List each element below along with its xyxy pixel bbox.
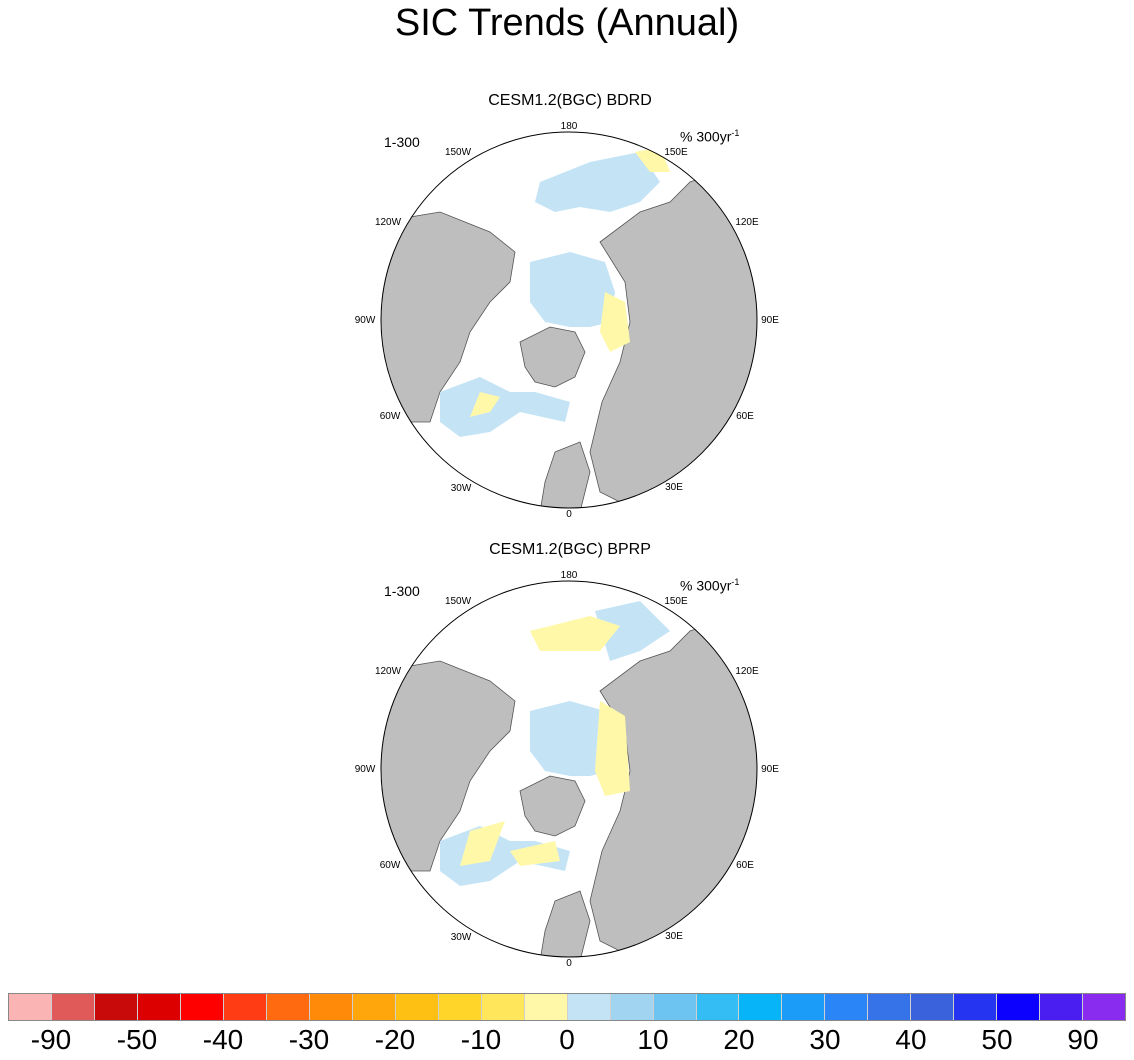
colorbar-label: 0 (559, 1024, 575, 1055)
colorbar-box (524, 994, 568, 1020)
colorbar (8, 993, 1126, 1021)
land-america (381, 211, 516, 423)
panel-range: 1-300 (384, 134, 420, 150)
polar-map: 180 150E 120E 90E 60E 30E 0 30W 60W 90W … (355, 121, 780, 520)
panel-units: % 300yr-1 (680, 128, 740, 145)
colorbar-box (266, 994, 310, 1020)
lon-label: 150E (664, 596, 688, 607)
lon-label: 90W (355, 315, 376, 326)
colorbar-box (1040, 994, 1084, 1020)
ice-decrease-area (460, 821, 505, 866)
ice-decrease-area (530, 616, 620, 651)
lon-label: 120W (375, 217, 402, 228)
ice-increase-area (595, 601, 670, 661)
colorbar-label: 10 (637, 1024, 669, 1055)
lon-label: 60E (736, 411, 754, 422)
map-panel-bdrd: CESM1.2(BGC) BDRD 1-300 % 300yr-1 180 15… (340, 92, 800, 532)
land-america (381, 660, 516, 872)
lon-label: 120E (735, 217, 759, 228)
lon-label: 30E (665, 482, 683, 493)
colorbar-box (997, 994, 1041, 1020)
lon-label: 30W (451, 932, 472, 943)
colorbar-box (481, 994, 525, 1020)
lon-label: 0 (566, 509, 572, 520)
ice-decrease-area (600, 292, 630, 352)
panel-title: CESM1.2(BGC) BDRD (488, 92, 652, 109)
colorbar-box (438, 994, 482, 1020)
colorbar-label: -10 (460, 1024, 502, 1055)
colorbar-box (94, 994, 138, 1020)
colorbar-box (223, 994, 267, 1020)
land-greenland (519, 326, 586, 388)
map-panel-bprp: CESM1.2(BGC) BPRP 1-300 % 300yr-1 180 15… (340, 541, 800, 981)
colorbar-label: -30 (288, 1024, 330, 1055)
ice-decrease-area (470, 392, 500, 417)
lon-label: 90E (761, 315, 779, 326)
colorbar-box (696, 994, 740, 1020)
map-boundary (380, 580, 758, 958)
lon-label: 150W (445, 596, 472, 607)
panel-title: CESM1.2(BGC) BPRP (489, 541, 651, 558)
ice-decrease-area (595, 701, 630, 796)
ice-decrease-area (510, 841, 560, 866)
land-europe-south (539, 890, 591, 957)
lon-label: 30W (451, 483, 472, 494)
colorbar-box (782, 994, 826, 1020)
lon-label: 30E (665, 931, 683, 942)
lon-label: 120E (735, 666, 759, 677)
colorbar-box (954, 994, 998, 1020)
colorbar-label: -40 (202, 1024, 244, 1055)
ice-increase-area (530, 252, 615, 327)
figure-title: SIC Trends (Annual) (394, 2, 740, 44)
colorbar-box (911, 994, 955, 1020)
colorbar-box (395, 994, 439, 1020)
polar-map: 180 150E 120E 90E 60E 30E 0 30W 60W 90W … (355, 570, 780, 969)
ice-increase-area (440, 377, 570, 437)
ice-increase-area (535, 152, 660, 212)
colorbar-box (309, 994, 353, 1020)
colorbar-label: 30 (809, 1024, 841, 1055)
panel-range: 1-300 (384, 583, 420, 599)
map-boundary (380, 131, 758, 509)
colorbar-box (51, 994, 95, 1020)
colorbar-label: 90 (1067, 1024, 1099, 1055)
panel-units: % 300yr-1 (680, 577, 740, 594)
lon-label: 60E (736, 860, 754, 871)
colorbar-box (825, 994, 869, 1020)
colorbar-label: 40 (895, 1024, 927, 1055)
colorbar-box (610, 994, 654, 1020)
colorbar-label: 20 (723, 1024, 755, 1055)
colorbar-label: -90 (30, 1024, 72, 1055)
colorbar-box (653, 994, 697, 1020)
lon-label: 90W (355, 764, 376, 775)
lon-label: 150E (664, 147, 688, 158)
colorbar-box (567, 994, 611, 1020)
colorbar-box (868, 994, 912, 1020)
lon-label: 60W (380, 411, 401, 422)
lon-label: 150W (445, 147, 472, 158)
colorbar-box (180, 994, 224, 1020)
colorbar-box (352, 994, 396, 1020)
colorbar-box (1083, 994, 1126, 1020)
land-greenland (519, 775, 586, 837)
lon-label: 180 (561, 570, 578, 581)
colorbar-box (137, 994, 181, 1020)
land-europe-south (539, 441, 591, 508)
colorbar-label: 50 (981, 1024, 1013, 1055)
colorbar-box (739, 994, 783, 1020)
lon-label: 120W (375, 666, 402, 677)
colorbar-label: -20 (374, 1024, 416, 1055)
colorbar-labels: -90 -50 -40 -30 -20 -10 0 10 20 30 40 50 90 (0, 1024, 1134, 1060)
lon-label: 90E (761, 764, 779, 775)
lon-label: 180 (561, 121, 578, 132)
ice-increase-area (530, 701, 615, 776)
colorbar-box (9, 994, 52, 1020)
lon-label: 0 (566, 958, 572, 969)
colorbar-label: -50 (116, 1024, 158, 1055)
lon-label: 60W (380, 860, 401, 871)
